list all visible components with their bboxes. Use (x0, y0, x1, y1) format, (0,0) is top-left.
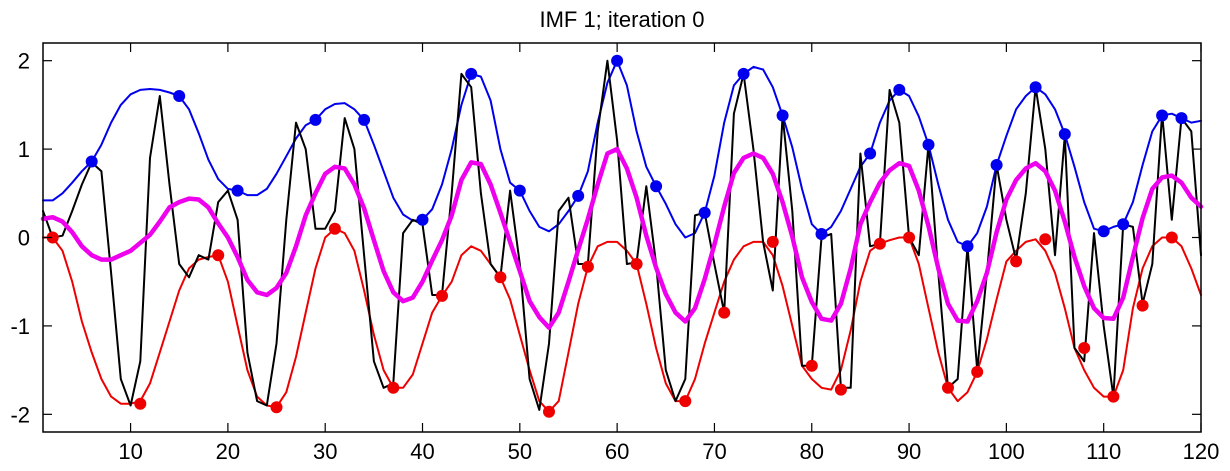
local-maximum-marker (698, 206, 711, 219)
local-minimum-marker (328, 222, 341, 235)
local-maximum-marker (1117, 218, 1130, 231)
local-minimum-marker (46, 231, 59, 244)
local-minimum-marker (436, 289, 448, 302)
local-maximum-marker (173, 90, 186, 102)
local-maximum-marker (465, 67, 478, 80)
local-minimum-marker (766, 235, 779, 248)
local-minimum-marker (718, 306, 731, 319)
local-minimum-marker (581, 260, 594, 273)
local-maximum-marker (737, 67, 750, 80)
local-minimum-marker (679, 395, 692, 408)
signal-line (42, 59, 1202, 411)
y-tick-label: -1 (10, 314, 30, 339)
local-minimum-marker (1078, 342, 1091, 354)
local-maximum-marker (893, 83, 906, 96)
local-minimum-marker (1039, 233, 1052, 246)
local-minimum-marker (630, 258, 643, 270)
x-tick-label: 40 (410, 439, 434, 464)
x-tick-label: 90 (897, 439, 921, 464)
local-maximum-marker (650, 180, 663, 193)
local-maximum-marker (309, 113, 322, 126)
series-layer (40, 59, 1204, 413)
y-tick-label: -2 (10, 402, 30, 427)
local-maximum-marker (358, 113, 371, 126)
local-minimum-marker (1010, 255, 1023, 268)
x-tick-label: 80 (800, 439, 824, 464)
local-maximum-marker (1156, 109, 1169, 122)
local-maximum-marker (231, 184, 244, 197)
local-minimum-marker (903, 231, 916, 244)
local-minimum-marker (270, 401, 283, 414)
local-minimum-marker (873, 237, 886, 250)
y-tick-label: 1 (18, 137, 30, 162)
local-maximum-marker (776, 109, 789, 122)
x-tick-label: 70 (702, 439, 726, 464)
local-maximum-marker (1175, 112, 1188, 125)
local-maximum-marker (990, 159, 1003, 171)
y-tick-label: 0 (18, 226, 30, 251)
local-maximum-marker (416, 213, 429, 226)
tick-layer: 10 20 30 40 50 60 70 80 90 100 110 120 -2 -1 0 1 2 (10, 43, 1219, 464)
y-tick-label: 2 (18, 49, 30, 74)
local-minimum-marker (1136, 299, 1149, 312)
x-tick-label: 30 (313, 439, 337, 464)
x-tick-label: 20 (216, 439, 240, 464)
local-maximum-marker (922, 138, 935, 151)
local-maximum-marker (611, 54, 624, 67)
local-minimum-marker (834, 383, 847, 396)
x-tick-label: 100 (988, 439, 1025, 464)
local-minimum-marker (1107, 390, 1120, 403)
local-maximum-marker (572, 189, 585, 202)
local-maximum-marker (864, 147, 877, 160)
local-minimum-marker (212, 249, 225, 262)
marker-layer (46, 54, 1188, 418)
local-minimum-marker (387, 381, 400, 394)
local-maximum-marker (513, 184, 526, 197)
local-maximum-marker (1029, 81, 1042, 94)
local-maximum-marker (1058, 128, 1071, 141)
local-minimum-marker (805, 359, 818, 372)
local-maximum-marker (1097, 225, 1110, 238)
x-tick-label: 50 (508, 439, 532, 464)
x-tick-label: 10 (118, 439, 142, 464)
mean-line (40, 146, 1204, 330)
axes-frame (42, 42, 1202, 433)
x-tick-label: 110 (1086, 439, 1121, 464)
local-minimum-marker (543, 405, 555, 418)
local-maximum-marker (85, 155, 98, 168)
x-tick-label: 120 (1183, 439, 1220, 464)
lower-envelope-line (42, 227, 1202, 413)
chart-title: IMF 1; iteration 0 (539, 7, 704, 32)
local-minimum-marker (942, 381, 954, 394)
local-maximum-marker (961, 240, 974, 253)
local-maximum-marker (815, 228, 828, 240)
local-minimum-marker (494, 271, 507, 284)
local-minimum-marker (134, 397, 147, 410)
x-tick-label: 60 (605, 439, 629, 464)
local-minimum-marker (1165, 231, 1178, 244)
local-minimum-marker (971, 365, 984, 378)
